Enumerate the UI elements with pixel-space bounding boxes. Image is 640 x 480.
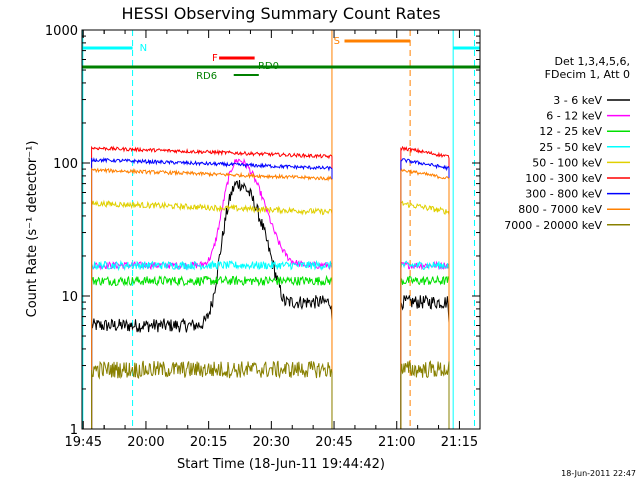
x-tick-label: 20:00 bbox=[127, 435, 164, 450]
series-line bbox=[91, 274, 450, 429]
series-line bbox=[91, 180, 450, 429]
legend: Det 1,3,4,5,6, FDecim 1, Att 0 3 - 6 keV… bbox=[504, 55, 630, 232]
plot-frame bbox=[81, 29, 481, 430]
rd0-label: RD0 bbox=[258, 61, 279, 72]
legend-entry-label: 7000 - 20000 keV bbox=[504, 219, 602, 232]
chart-title: HESSI Observing Summary Count Rates bbox=[121, 4, 440, 23]
legend-entry-label: 3 - 6 keV bbox=[553, 94, 602, 107]
plot-area bbox=[82, 30, 480, 429]
night-label: N bbox=[140, 43, 147, 54]
x-axis-ticks: 19:45 20:00 20:15 20:30 20:45 21:00 21:15 bbox=[65, 30, 478, 450]
series-line bbox=[91, 156, 450, 429]
y-axis-label: Count Rate (s⁻¹ detector⁻¹) bbox=[25, 141, 40, 318]
series-line bbox=[91, 199, 450, 429]
y-tick-label: 100 bbox=[53, 157, 78, 172]
legend-entry-label: 6 - 12 keV bbox=[546, 110, 602, 123]
y-tick-label: 1000 bbox=[45, 24, 78, 39]
flare-label: F bbox=[212, 53, 218, 64]
y-tick-label: 10 bbox=[61, 290, 78, 305]
x-tick-label: 21:00 bbox=[378, 435, 415, 450]
series-line bbox=[91, 167, 450, 429]
legend-entry-label: 50 - 100 keV bbox=[532, 156, 602, 169]
x-axis-label: Start Time (18-Jun-11 19:44:42) bbox=[177, 457, 385, 472]
timestamp: 18-Jun-2011 22:47 bbox=[561, 469, 636, 478]
legend-header-line-1: Det 1,3,4,5,6, bbox=[554, 55, 630, 68]
x-tick-label: 20:15 bbox=[190, 435, 227, 450]
legend-entry-label: 12 - 25 keV bbox=[539, 125, 602, 138]
x-tick-label: 20:45 bbox=[315, 435, 352, 450]
rd6-label: RD6 bbox=[196, 71, 217, 82]
series-layer bbox=[91, 145, 450, 429]
x-tick-label: 20:30 bbox=[253, 435, 290, 450]
flag-bars: N S F RD0 RD6 bbox=[82, 36, 480, 82]
legend-entry-label: 300 - 800 keV bbox=[525, 188, 602, 201]
series-line bbox=[91, 145, 450, 429]
legend-items: 3 - 6 keV 6 - 12 keV 12 - 25 keV 25 - 50 ke… bbox=[504, 94, 630, 232]
saa-label: S bbox=[334, 36, 340, 47]
series-line bbox=[91, 259, 450, 429]
legend-entry-label: 100 - 300 keV bbox=[525, 172, 602, 185]
legend-header-line-2: FDecim 1, Att 0 bbox=[545, 68, 630, 81]
legend-entry-label: 25 - 50 keV bbox=[539, 141, 602, 154]
x-tick-label: 21:15 bbox=[441, 435, 478, 450]
y-tick-label: 1 bbox=[70, 423, 78, 438]
y-axis-ticks: 1 10 100 1000 bbox=[45, 24, 480, 438]
legend-entry-label: 800 - 7000 keV bbox=[518, 203, 602, 216]
series-line bbox=[91, 360, 450, 429]
x-tick-label: 19:45 bbox=[65, 435, 102, 450]
